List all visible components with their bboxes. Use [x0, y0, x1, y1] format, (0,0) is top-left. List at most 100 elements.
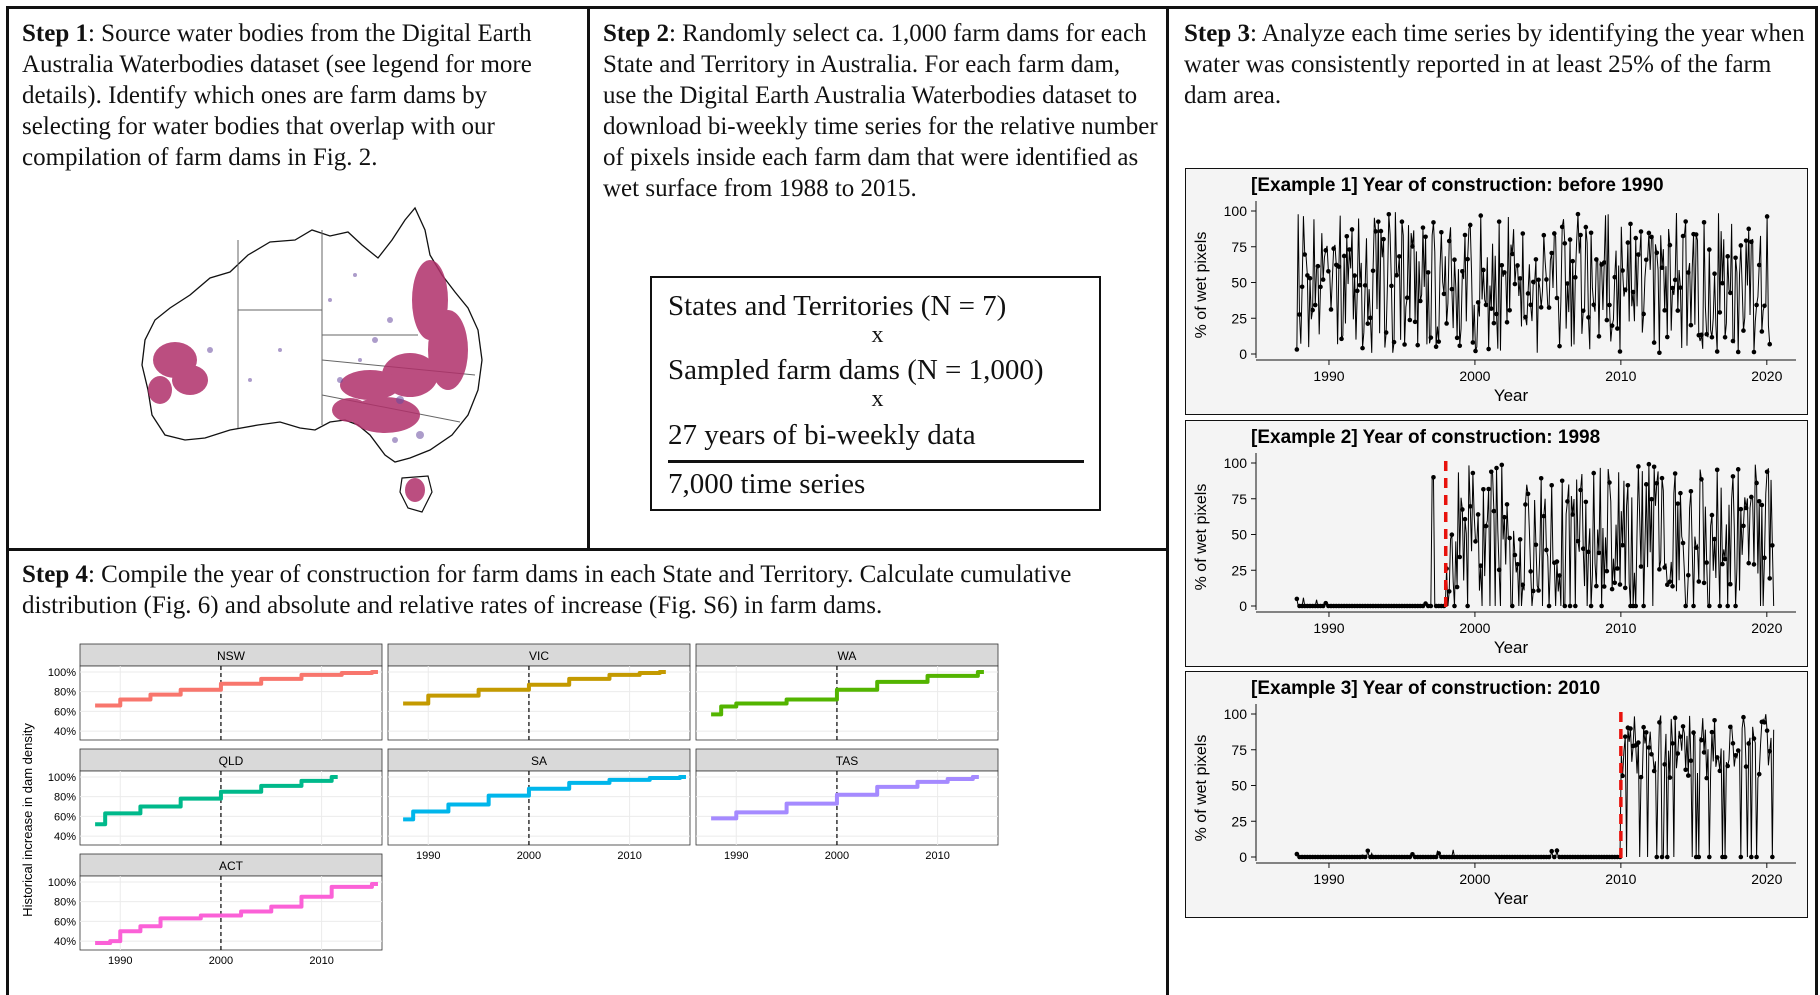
data-point [1667, 242, 1673, 248]
data-point [1754, 854, 1759, 860]
x-tick-label: 2000 [1459, 871, 1490, 887]
x-tick-label: 2000 [825, 850, 849, 862]
x-tick-label: 1990 [1313, 620, 1344, 636]
data-point [1670, 584, 1675, 589]
data-point [1730, 741, 1736, 746]
data-point [1743, 505, 1749, 511]
data-point [1307, 275, 1313, 281]
data-point [1675, 751, 1681, 756]
data-point [1428, 603, 1434, 609]
data-point [1767, 748, 1773, 754]
data-point [1741, 523, 1746, 529]
data-point [1483, 523, 1489, 529]
data-point [1538, 305, 1544, 310]
data-point [1423, 234, 1428, 240]
sample-size-formula: States and Territories (N = 7) x Sampled… [650, 276, 1101, 511]
data-point [1749, 854, 1754, 860]
data-point [1562, 603, 1568, 609]
data-point [1407, 317, 1413, 323]
data-point [1654, 854, 1660, 860]
x-tick-label: 1990 [1313, 871, 1344, 887]
y-tick-label: 100 [1224, 203, 1248, 219]
data-point [1449, 286, 1455, 292]
data-point [1428, 335, 1434, 340]
formula-line-years: 27 years of bi-weekly data [668, 419, 976, 451]
data-point [1431, 220, 1436, 225]
data-point [1523, 502, 1528, 507]
data-point [1467, 504, 1473, 509]
data-point [1297, 312, 1302, 317]
formula-multiply-2: x [871, 386, 884, 412]
data-point [1696, 579, 1702, 584]
data-point [1573, 603, 1578, 609]
step1-text: Step 1: Source water bodies from the Dig… [22, 18, 570, 173]
data-point [1633, 603, 1639, 609]
data-point [1312, 302, 1318, 308]
data-point [1554, 848, 1560, 853]
step4-description: : Compile the year of construction for f… [22, 561, 1072, 619]
data-point [1664, 582, 1670, 588]
cumulative-curve-tas [711, 774, 979, 821]
data-point [1507, 307, 1512, 313]
data-point [1680, 540, 1686, 546]
data-point [1756, 262, 1762, 268]
facet-label: NSW [217, 649, 246, 663]
data-point [1415, 342, 1421, 348]
y-tick-label: 40% [54, 831, 76, 843]
step3-text: Step 3: Analyze each time series by iden… [1184, 18, 1810, 111]
data-point [1549, 250, 1554, 256]
data-point [1688, 758, 1694, 764]
data-point [1662, 762, 1667, 767]
data-point [1712, 271, 1717, 277]
australia-waterbodies-map [141, 206, 483, 513]
data-point [1709, 512, 1715, 518]
data-point [1494, 311, 1499, 317]
data-point [1672, 471, 1678, 476]
data-point [1646, 745, 1652, 750]
data-point [1549, 848, 1554, 854]
data-point [1420, 225, 1426, 230]
formula-line-states: States and Territories (N = 7) [668, 290, 1007, 322]
data-point [1328, 307, 1334, 312]
data-point [1515, 561, 1520, 567]
data-point [1538, 475, 1544, 481]
data-point [1439, 230, 1444, 235]
x-tick-label: 2000 [209, 955, 233, 967]
data-point [1751, 349, 1757, 355]
data-point [1730, 474, 1736, 479]
data-point [1354, 288, 1360, 294]
facet-panel [79, 770, 383, 846]
data-point [1488, 306, 1494, 311]
data-point [1486, 346, 1491, 352]
data-point [1701, 750, 1707, 755]
step3-label: Step 3 [1184, 20, 1250, 47]
data-point [1404, 295, 1410, 301]
data-point [1709, 334, 1715, 340]
data-point [1591, 302, 1597, 308]
data-point [1436, 339, 1442, 344]
data-point [1517, 276, 1523, 281]
data-point [1552, 854, 1557, 860]
data-point [1670, 741, 1675, 746]
data-point [1499, 462, 1505, 468]
example-2-svg: [Example 2] Year of construction: 1998 %… [1193, 427, 1796, 657]
data-point [1549, 482, 1554, 488]
x-tick-label: 2010 [1605, 368, 1636, 384]
data-point [1573, 275, 1578, 280]
cumulative-facet-svg: Historical increase in dam density NSW 40… [20, 643, 999, 967]
data-point [1751, 736, 1757, 741]
data-point [1625, 482, 1631, 488]
data-point [1699, 476, 1704, 482]
series-line [1296, 464, 1775, 607]
data-point [1738, 854, 1744, 860]
data-point [1612, 274, 1618, 280]
data-point [1457, 554, 1463, 560]
y-tick-label: 75 [1231, 239, 1247, 255]
data-point [1559, 478, 1565, 484]
data-point [1575, 538, 1581, 544]
data-point [1494, 465, 1499, 471]
data-point [1678, 734, 1683, 739]
data-point [1730, 338, 1736, 344]
data-point [1767, 576, 1773, 581]
data-point [1728, 290, 1733, 296]
